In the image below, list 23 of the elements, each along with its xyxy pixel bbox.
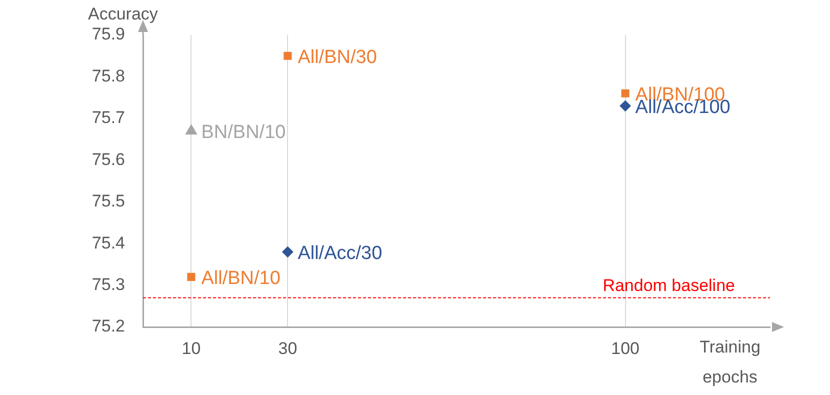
x-tick-label: 100	[611, 338, 640, 358]
y-tick-label: 75.7	[92, 108, 125, 128]
annotation: All/BN/30	[298, 47, 377, 68]
point	[282, 246, 294, 258]
point	[621, 89, 630, 98]
ref-line-label: Random baseline	[602, 276, 735, 295]
point	[284, 52, 292, 60]
x-tick-label: 10	[182, 338, 201, 358]
x-tick-label: 30	[278, 338, 298, 358]
y-tick-label: 75.9	[92, 24, 125, 44]
point	[187, 272, 196, 281]
y-tick-label: 75.6	[92, 150, 125, 169]
annotation: All/Acc/30	[298, 243, 382, 264]
y-tick-label: 75.3	[92, 274, 125, 294]
y-tick-label: 75.4	[92, 233, 125, 252]
y-tick-label: 75.5	[92, 192, 125, 211]
annotation: BN/BN/10	[201, 122, 286, 144]
point	[620, 100, 631, 112]
annotation: All/BN/10	[201, 268, 280, 290]
y-tick-label: 75.8	[92, 66, 125, 86]
y-tick-label: 75.2	[92, 316, 125, 336]
x-axis-title: Training epochs	[700, 338, 760, 387]
y-axis-title: Accuracy	[88, 4, 158, 24]
